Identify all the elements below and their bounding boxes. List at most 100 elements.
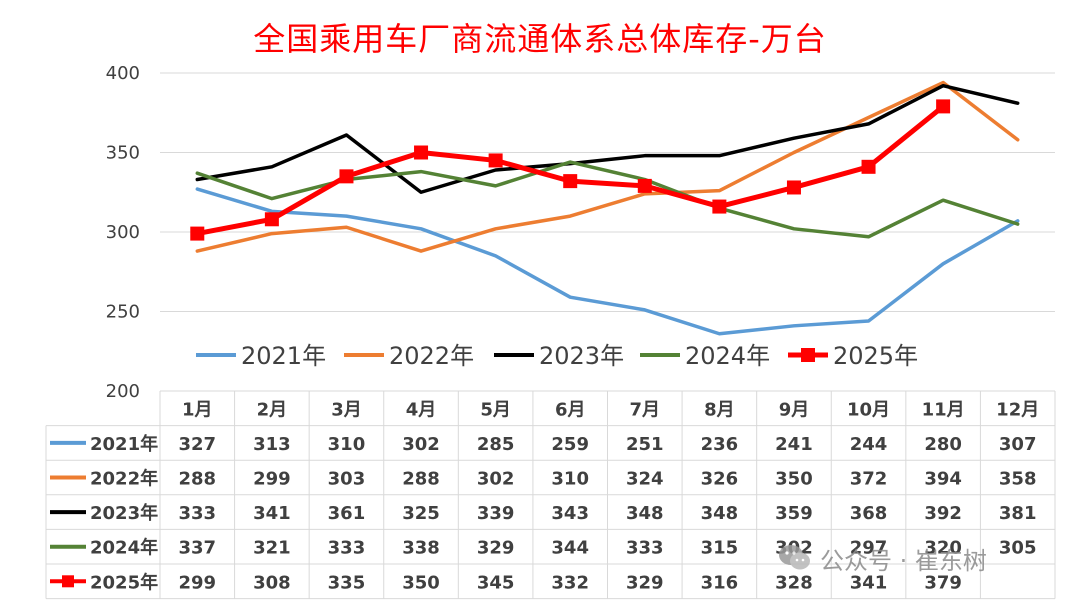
table-cell-value: 368 <box>850 503 888 524</box>
y-tick-label: 400 <box>106 63 140 84</box>
data-point-marker <box>264 212 279 227</box>
legend-label: 2021年 <box>241 342 326 370</box>
table-cell-value: 341 <box>253 503 291 524</box>
table-cell-value: 307 <box>999 434 1037 455</box>
data-point-marker <box>190 226 205 241</box>
table-cell-value: 316 <box>701 572 739 593</box>
table-cell-value: 280 <box>924 434 962 455</box>
table-cell-value: 315 <box>701 538 739 559</box>
table-cell-value: 302 <box>402 434 440 455</box>
data-point-marker <box>637 178 652 193</box>
table-cell-value: 339 <box>477 503 515 524</box>
table-cell-value: 324 <box>626 469 664 490</box>
watermark: 公众号 · 崔东树 <box>778 540 987 576</box>
x-tick-label: 6月 <box>555 399 586 420</box>
data-point-marker <box>488 153 503 168</box>
series-line <box>195 160 1020 239</box>
table-legend-marker <box>62 575 74 588</box>
watermark-text: 公众号 · 崔东树 <box>820 546 987 575</box>
table-cell-value: 326 <box>701 469 739 490</box>
table-cell-value: 328 <box>775 572 813 593</box>
y-tick-label: 200 <box>106 381 140 402</box>
table-row-label: 2023年 <box>90 502 158 524</box>
table-cell-value: 327 <box>179 434 217 455</box>
table-cell-value: 394 <box>924 469 962 490</box>
table-cell-value: 310 <box>328 434 366 455</box>
table-cell-value: 310 <box>551 469 589 490</box>
table-cell-value: 288 <box>402 469 440 490</box>
table-cell-value: 344 <box>551 538 589 559</box>
legend: 2021年 2022年 2023年 2024年 2025年 <box>196 342 918 370</box>
series-line <box>195 80 1020 253</box>
x-tick-label: 5月 <box>480 399 511 420</box>
table-cell-value: 345 <box>477 572 515 593</box>
table-cell-value: 321 <box>253 538 291 559</box>
table-cell-value: 236 <box>701 434 739 455</box>
x-tick-label: 10月 <box>847 399 890 420</box>
table-cell-value: 333 <box>328 538 366 559</box>
table-cell-value: 299 <box>179 572 217 593</box>
x-tick-label: 3月 <box>331 399 362 420</box>
table-cell-value: 333 <box>626 538 664 559</box>
table-cell-value: 320 <box>924 538 962 559</box>
table-cell-value: 251 <box>626 434 664 455</box>
y-tick-label: 300 <box>106 222 140 243</box>
data-point-marker <box>339 169 354 184</box>
x-tick-label: 4月 <box>406 399 437 420</box>
table-cell-value: 329 <box>477 538 515 559</box>
table-cell-value: 348 <box>701 503 739 524</box>
table-cell-value: 305 <box>999 538 1037 559</box>
table-cell-value: 308 <box>253 572 291 593</box>
table-cell-value: 341 <box>850 572 888 593</box>
table-cell-value: 392 <box>924 503 962 524</box>
table-row-label: 2021年 <box>90 433 158 455</box>
table-cell-value: 329 <box>626 572 664 593</box>
y-tick-label: 250 <box>106 302 140 323</box>
table-cell-value: 297 <box>850 538 888 559</box>
x-tick-label: 12月 <box>996 399 1039 420</box>
table-cell-value: 332 <box>551 572 589 593</box>
table-cell-value: 302 <box>477 469 515 490</box>
x-tick-label: 7月 <box>630 399 661 420</box>
table-cell-value: 359 <box>775 503 813 524</box>
table-cell-value: 337 <box>179 538 217 559</box>
data-point-marker <box>563 174 578 189</box>
y-axis-tick-labels: 200 250 300 350 400 <box>106 63 140 402</box>
x-tick-label: 9月 <box>779 399 810 420</box>
table-cell-value: 338 <box>402 538 440 559</box>
data-point-marker <box>414 145 429 160</box>
series-line <box>195 83 1020 194</box>
legend-label: 2023年 <box>539 342 624 370</box>
x-tick-label: 2月 <box>257 399 288 420</box>
data-point-marker <box>786 180 801 195</box>
table-cell-value: 303 <box>328 469 366 490</box>
table-cell-value: 343 <box>551 503 589 524</box>
table-cell-value: 299 <box>253 469 291 490</box>
table-cell-value: 358 <box>999 469 1037 490</box>
data-table: 1月 2月 3月 4月 5月 6月 7月 8月 9月 10月 11月 12月 2021年 327 313 31… <box>45 390 1056 600</box>
table-cell-value: 350 <box>402 572 440 593</box>
y-tick-label: 350 <box>106 143 140 164</box>
table-row-label: 2022年 <box>90 468 158 490</box>
table-cell-value: 379 <box>924 572 962 593</box>
table-row-label: 2025年 <box>90 571 158 593</box>
table-cell-value: 361 <box>328 503 366 524</box>
x-tick-label: 11月 <box>922 399 965 420</box>
legend-label: 2024年 <box>685 342 770 370</box>
x-tick-label: 8月 <box>704 399 735 420</box>
table-cell-value: 325 <box>402 503 440 524</box>
table-cell-value: 313 <box>253 434 291 455</box>
table-cell-value: 241 <box>775 434 813 455</box>
table-cell-value: 350 <box>775 469 813 490</box>
table-cell-value: 244 <box>850 434 888 455</box>
data-point-marker <box>936 99 951 114</box>
table-cell-value: 259 <box>551 434 589 455</box>
legend-label: 2022年 <box>389 342 474 370</box>
table-cell-value: 348 <box>626 503 664 524</box>
table-cell-value: 288 <box>179 469 217 490</box>
series-line <box>195 187 1020 336</box>
table-cell-value: 372 <box>850 469 888 490</box>
table-row-label: 2024年 <box>90 537 158 559</box>
table-cell-value: 381 <box>999 503 1037 524</box>
